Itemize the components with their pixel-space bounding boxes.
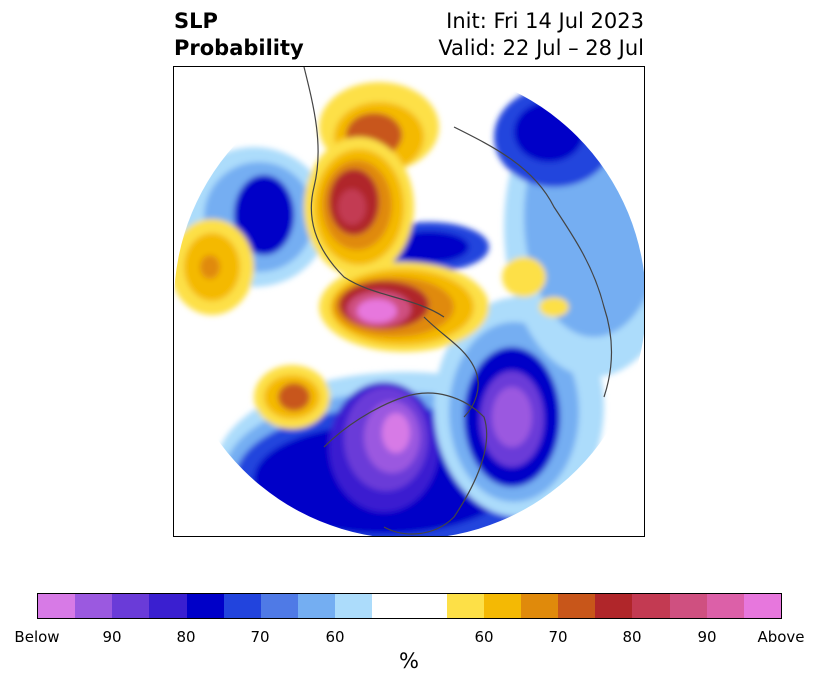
variable-label: SLP [174, 9, 218, 33]
colorbar-segment-above [483, 594, 522, 618]
colorbar-tick: 60 [325, 628, 345, 646]
colorbar-tick: 80 [622, 628, 642, 646]
colorbar-segment-below [260, 594, 299, 618]
colorbar [37, 593, 782, 619]
probability-map [174, 67, 644, 536]
colorbar-segment-neutral [372, 594, 447, 618]
map-panel [173, 66, 645, 537]
coastline-north-america [323, 392, 488, 535]
coastline-eurasia [453, 126, 613, 398]
colorbar-segment-below [38, 594, 76, 618]
coastlines [303, 67, 613, 535]
colorbar-tick: 70 [548, 628, 568, 646]
colorbar-segment-below [112, 594, 150, 618]
coastline-asia [303, 67, 445, 318]
atlantic-below-95 [492, 387, 532, 447]
init-date: Init: Fri 14 Jul 2023 [446, 9, 644, 33]
colorbar-tick: Above [757, 628, 805, 646]
colorbar-segment-below [335, 594, 373, 618]
colorbar-segment-above [521, 594, 559, 618]
colorbar-segment-above [706, 594, 744, 618]
colorbar-tick: 90 [102, 628, 122, 646]
date-info: Init: Fri 14 Jul 2023 Valid: 22 Jul – 28… [438, 8, 644, 62]
wpac-below-80 [234, 175, 294, 255]
coastline-greenland [423, 316, 479, 418]
valid-range: Valid: 22 Jul – 28 Jul [438, 36, 644, 60]
sw-above-75 [278, 383, 310, 411]
colorbar-segment-below [149, 594, 187, 618]
europe-above-60 [502, 257, 546, 297]
pole-above-extreme [357, 299, 397, 323]
colorbar-tick: 90 [697, 628, 717, 646]
colorbar-tick: Below [14, 628, 60, 646]
colorbar-segment-below [298, 594, 336, 618]
asia-above-85 [338, 189, 366, 225]
colorbar-segment-below [75, 594, 113, 618]
colorbar-segment-below [223, 594, 261, 618]
colorbar-segment-above [558, 594, 596, 618]
product-label: Probability [174, 36, 304, 60]
colorbar-label: % [399, 649, 419, 673]
colorbar-tick: 60 [474, 628, 494, 646]
colorbar-segment-above [446, 594, 484, 618]
siberia-below-80 [514, 102, 584, 162]
colorbar-segment-above [669, 594, 707, 618]
colorbar-tick: 80 [176, 628, 196, 646]
colorbar-segment-below [186, 594, 224, 618]
colorbar-segment-above [632, 594, 670, 618]
colorbar-segment-above [743, 594, 782, 618]
chart-title: SLP Probability [174, 8, 304, 62]
colorbar-tick: 70 [250, 628, 270, 646]
pole-below-80 [389, 231, 469, 263]
below-extreme-region [382, 413, 410, 453]
pacific-above-70 [200, 255, 220, 279]
colorbar-segment-above [595, 594, 633, 618]
europe-above-60b [539, 297, 569, 317]
probability-field [174, 67, 644, 536]
